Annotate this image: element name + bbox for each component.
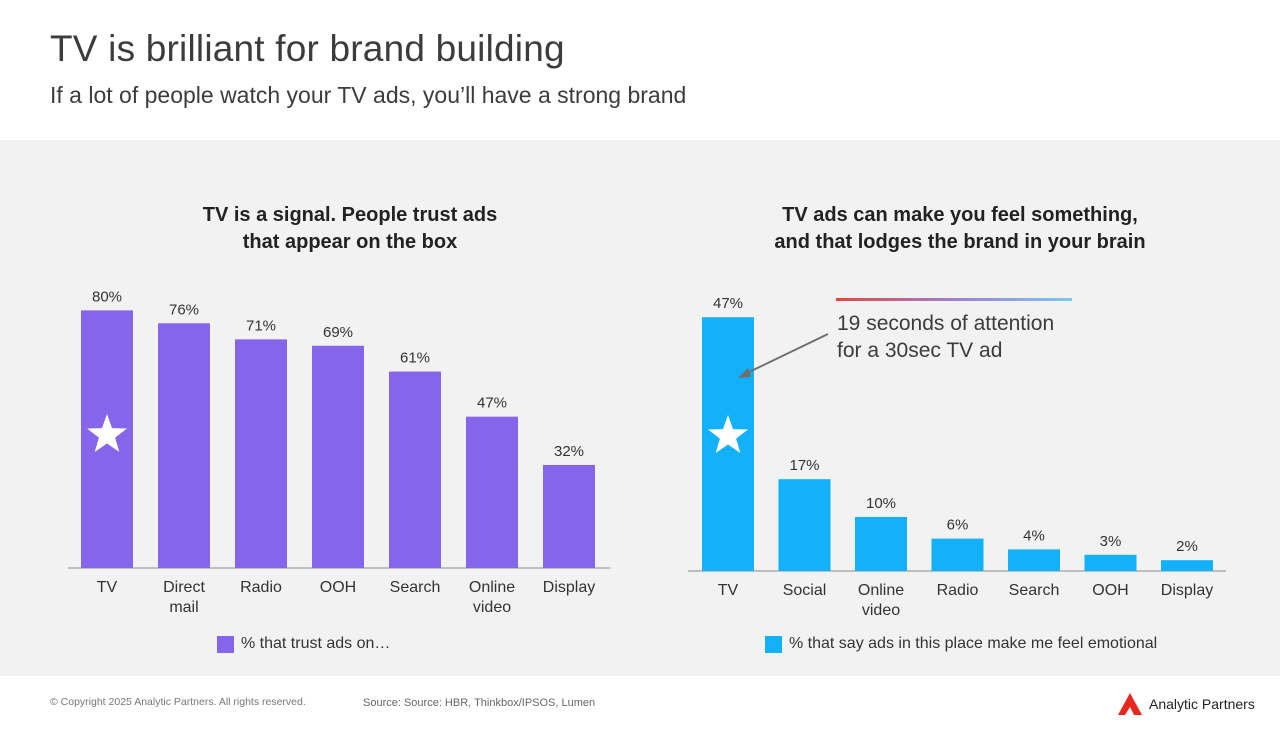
category-tick-label: Direct bbox=[163, 579, 205, 596]
category-tick-label: Search bbox=[390, 579, 441, 596]
category-tick-label: video bbox=[473, 599, 511, 616]
bar bbox=[543, 464, 595, 568]
bar bbox=[158, 323, 210, 568]
data-label: 47% bbox=[477, 395, 507, 412]
data-label: 32% bbox=[554, 443, 584, 460]
category-tick-label: video bbox=[862, 602, 900, 619]
category-tick-label: OOH bbox=[1092, 582, 1128, 599]
category-tick-label: Social bbox=[783, 582, 827, 599]
category-tick-label: Online bbox=[469, 579, 515, 596]
category-tick-label: Display bbox=[1161, 582, 1213, 599]
data-label: 2% bbox=[1176, 538, 1198, 555]
category-tick-label: Display bbox=[543, 579, 595, 596]
bar bbox=[389, 371, 441, 568]
left-legend-swatch bbox=[217, 635, 234, 653]
data-label: 47% bbox=[713, 295, 743, 312]
right-chart-title-line2: and that lodges the brand in your brain bbox=[774, 231, 1146, 253]
annotation-line1: 19 seconds of attention bbox=[837, 312, 1055, 335]
left-chart-title-line2: that appear on the box bbox=[242, 231, 458, 253]
right-chart-title-line1: TV ads can make you feel something, bbox=[782, 204, 1138, 226]
category-tick-label: TV bbox=[718, 582, 739, 599]
data-label: 80% bbox=[92, 288, 122, 305]
bar bbox=[235, 339, 287, 568]
charts-panel bbox=[0, 140, 1280, 676]
left-chart-legend: % that trust ads on… bbox=[217, 635, 390, 653]
analytic-partners-logo-icon bbox=[1118, 693, 1142, 715]
brand-name: Analytic Partners bbox=[1149, 696, 1255, 712]
annotation-arrow bbox=[744, 333, 829, 375]
bar bbox=[312, 345, 364, 568]
star-icon bbox=[87, 414, 127, 452]
page-title: TV is brilliant for brand building bbox=[50, 28, 565, 69]
bar bbox=[778, 479, 831, 571]
category-tick-label: OOH bbox=[320, 579, 356, 596]
annotation-arrowhead bbox=[738, 368, 751, 378]
right-legend-label: % that say ads in this place make me fee… bbox=[789, 635, 1158, 652]
data-label: 4% bbox=[1023, 527, 1045, 544]
bar bbox=[1161, 560, 1213, 571]
bar bbox=[931, 538, 984, 571]
right-chart-legend: % that say ads in this place make me fee… bbox=[765, 635, 1157, 653]
data-label: 71% bbox=[246, 317, 276, 334]
bar bbox=[1084, 554, 1137, 571]
right-legend-swatch bbox=[765, 635, 782, 653]
category-tick-label: Online bbox=[858, 582, 904, 599]
left-legend-label: % that trust ads on… bbox=[241, 635, 391, 652]
data-label: 10% bbox=[866, 495, 896, 512]
bar bbox=[1008, 549, 1060, 571]
bar bbox=[855, 517, 907, 571]
data-label: 76% bbox=[169, 301, 199, 318]
star-icon bbox=[708, 415, 748, 453]
category-tick-label: TV bbox=[97, 579, 118, 596]
bar bbox=[466, 416, 518, 568]
category-tick-label: Radio bbox=[240, 579, 282, 596]
left-chart-title: TV is a signal. People trust ads that ap… bbox=[150, 202, 550, 256]
annotation-accent-line bbox=[836, 298, 1072, 301]
data-label: 61% bbox=[400, 350, 430, 367]
left-chart-title-line1: TV is a signal. People trust ads bbox=[202, 204, 498, 226]
footer-source: Source: Source: HBR, Thinkbox/IPSOS, Lum… bbox=[363, 697, 596, 709]
category-tick-label: Search bbox=[1009, 582, 1060, 599]
right-chart-title: TV ads can make you feel something, and … bbox=[710, 202, 1210, 256]
annotation-line2: for a 30sec TV ad bbox=[837, 339, 1003, 362]
data-label: 17% bbox=[789, 457, 819, 474]
data-label: 69% bbox=[323, 324, 353, 341]
data-label: 3% bbox=[1100, 533, 1122, 550]
category-tick-label: mail bbox=[169, 599, 198, 616]
brand-logo: Analytic Partners bbox=[1117, 692, 1255, 716]
category-tick-label: Radio bbox=[937, 582, 979, 599]
page-subtitle: If a lot of people watch your TV ads, yo… bbox=[50, 82, 687, 108]
tv-attention-annotation: 19 seconds of attention for a 30sec TV a… bbox=[837, 310, 1054, 364]
data-label: 6% bbox=[947, 517, 969, 534]
footer-copyright: © Copyright 2025 Analytic Partners. All … bbox=[50, 696, 306, 708]
